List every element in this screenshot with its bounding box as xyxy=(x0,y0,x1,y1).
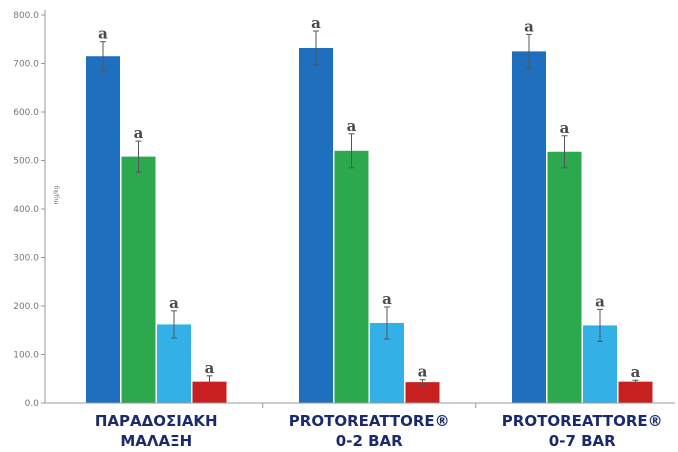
y-tick-label: 600.0 xyxy=(13,108,39,118)
y-tick-label: 700.0 xyxy=(13,60,39,70)
significance-label: a xyxy=(524,17,534,35)
y-axis-label: mg/kg xyxy=(53,185,60,204)
x-category-label: PROTOREATTORE® 0-2 BAR xyxy=(289,412,450,450)
x-category-label-line: PROTOREATTORE® xyxy=(502,412,663,430)
significance-label: a xyxy=(205,359,215,377)
significance-label: a xyxy=(98,25,108,43)
significance-label: a xyxy=(418,363,428,381)
bar xyxy=(547,151,582,403)
x-category-label-line: 0-2 BAR xyxy=(336,432,403,450)
x-category-label-line: 0-7 BAR xyxy=(549,432,616,450)
bars: a a a a a a a a a a a a xyxy=(86,14,653,403)
x-category-label-line: ΠΑΡΑΔΟΣΙΑΚΗ xyxy=(95,412,218,430)
bar xyxy=(121,156,156,403)
significance-label: a xyxy=(134,124,144,142)
x-category-label-line: ΜΑΛΑΞΗ xyxy=(120,432,192,450)
bar xyxy=(618,381,653,403)
significance-label: a xyxy=(169,294,179,312)
significance-label: a xyxy=(311,14,321,32)
bar xyxy=(86,56,120,403)
y-tick-label: 500.0 xyxy=(13,157,39,167)
significance-label: a xyxy=(631,363,641,381)
y-tick-label: 100.0 xyxy=(13,351,39,361)
bar xyxy=(405,382,440,403)
y-axis: 0.0 100.0 200.0 300.0 400.0 500.0 600.0 700.0 80… xyxy=(13,10,60,409)
y-tick-label: 200.0 xyxy=(13,302,39,312)
x-category-label: PROTOREATTORE® 0-7 BAR xyxy=(502,412,663,450)
y-tick-label: 0.0 xyxy=(25,399,40,409)
y-tick-label: 300.0 xyxy=(13,254,39,264)
bar xyxy=(512,51,546,403)
significance-label: a xyxy=(347,117,357,135)
significance-label: a xyxy=(560,119,570,137)
bar xyxy=(192,381,227,403)
x-category-label-line: PROTOREATTORE® xyxy=(289,412,450,430)
y-tick-label: 800.0 xyxy=(13,11,39,21)
significance-label: a xyxy=(595,292,605,310)
bar xyxy=(299,47,333,403)
significance-label: a xyxy=(382,290,392,308)
bar xyxy=(334,150,369,403)
y-tick-label: 400.0 xyxy=(13,205,39,215)
x-category-label: ΠΑΡΑΔΟΣΙΑΚΗ ΜΑΛΑΞΗ xyxy=(95,412,218,450)
